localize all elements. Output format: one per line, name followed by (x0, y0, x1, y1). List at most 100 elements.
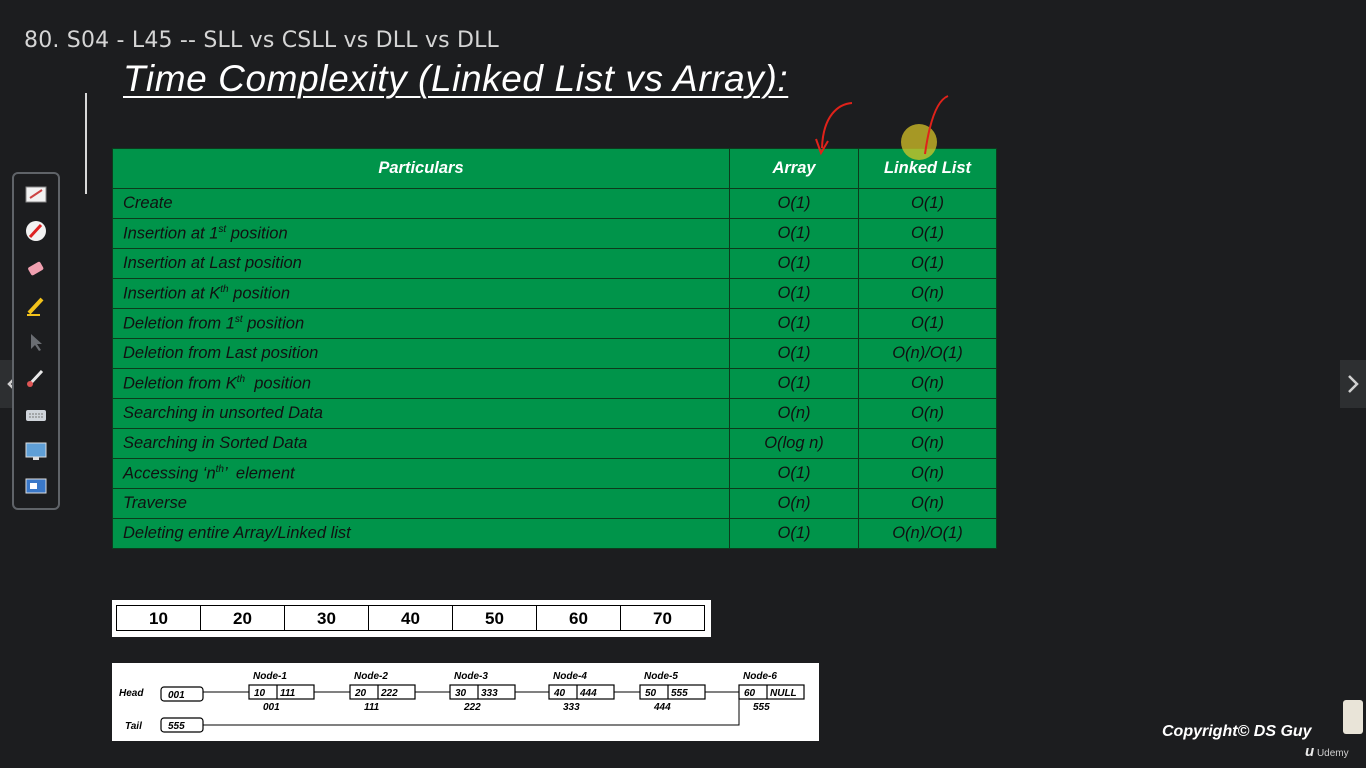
array-cell: 20 (201, 606, 285, 630)
table-row: Searching in unsorted Data O(n) O(n) (112, 398, 997, 429)
desktop-icon[interactable] (24, 476, 48, 498)
particular-text: Deleting entire Array/Linked list (123, 524, 351, 542)
highlighter-icon[interactable] (24, 295, 48, 317)
array-complexity: O(1) (729, 248, 859, 279)
array-cell: 70 (653, 609, 672, 628)
node-name: Node-2 (354, 671, 388, 682)
node-next: 111 (280, 688, 296, 699)
array-complexity: O(1) (729, 188, 859, 219)
particular-text: Deletion from K (123, 374, 237, 393)
array-complexity: O(1) (729, 278, 859, 309)
particular-suffix: position (226, 224, 288, 243)
node-address: 555 (753, 702, 770, 713)
array-complexity: O(log n) (729, 428, 859, 459)
array-complexity: O(1) (729, 338, 859, 369)
row-particular: Accessing ‘nth’ element (112, 458, 730, 489)
particular-text: Create (123, 194, 173, 212)
particular-text: Traverse (123, 494, 187, 512)
table-row: Deletion from Last position O(1) O(n)/O(1) (112, 338, 997, 369)
particular-superscript: st (218, 223, 227, 235)
tail-value: 555 (168, 721, 185, 732)
screen-icon[interactable] (24, 440, 48, 462)
linked-list-complexity: O(n) (858, 428, 997, 459)
node-next: 222 (380, 688, 398, 699)
table-row: Deletion from 1st position O(1) O(1) (112, 308, 997, 339)
table-row: Traverse O(n) O(n) (112, 488, 997, 519)
linked-list-complexity: O(n) (858, 368, 997, 399)
slide-title: Time Complexity (Linked List vs Array): (123, 58, 789, 99)
linked-list-complexity: O(1) (858, 188, 997, 219)
node-address: 333 (563, 702, 580, 713)
table-row: Insertion at 1st position O(1) O(1) (112, 218, 997, 249)
linked-list-complexity: O(n)/O(1) (858, 518, 997, 549)
particular-superscript: st (234, 313, 243, 325)
array-cell: 60 (537, 606, 621, 630)
particular-text: Deletion from 1 (123, 314, 235, 333)
array-complexity: O(1) (729, 368, 859, 399)
whiteboard-icon[interactable] (24, 184, 48, 206)
brush-icon[interactable] (24, 367, 48, 389)
row-particular: Insertion at 1st position (112, 218, 730, 249)
node-name: Node-1 (253, 671, 287, 682)
array-complexity: O(1) (729, 308, 859, 339)
table-row: Deletion from Kth position O(1) O(n) (112, 368, 997, 399)
eraser-icon[interactable] (24, 258, 48, 280)
slide-divider (85, 93, 87, 194)
header-particulars: Particulars (112, 148, 730, 189)
node-address: 111 (364, 702, 380, 713)
linked-list-complexity: O(n) (858, 488, 997, 519)
linked-list-complexity: O(1) (858, 308, 997, 339)
udemy-logo: u Udemy (1305, 743, 1349, 760)
complexity-table: Particulars Array Linked List Create O(1)… (112, 148, 997, 549)
table-row: Create O(1) O(1) (112, 188, 997, 219)
row-particular: Deletion from Kth position (112, 368, 730, 399)
particular-suffix: ’ element (223, 464, 295, 483)
row-particular: Deletion from 1st position (112, 308, 730, 339)
tail-link-line (203, 699, 740, 726)
node-next: 333 (481, 688, 498, 699)
pointer-icon[interactable] (24, 331, 48, 353)
particular-text: Accessing ‘n (123, 464, 216, 483)
array-cells: 10 20 30 40 50 60 70 (116, 605, 705, 631)
table-row: Insertion at Last position O(1) O(1) (112, 248, 997, 279)
linked-list-diagram: Head 001 Tail 555 Node-1 10 111 001 Node-2 20 222 1… (112, 663, 819, 741)
row-particular: Traverse (112, 488, 730, 519)
particular-superscript: th (220, 283, 229, 295)
array-complexity: O(1) (729, 218, 859, 249)
next-slide-button[interactable] (1340, 360, 1366, 408)
pen-icon[interactable] (24, 220, 48, 242)
array-cell: 50 (453, 606, 537, 630)
head-pointer-box (160, 686, 204, 702)
row-particular: Create (112, 188, 730, 219)
array-complexity: O(n) (729, 488, 859, 519)
keyboard-icon[interactable] (24, 404, 48, 426)
table-row: Searching in Sorted Data O(log n) O(n) (112, 428, 997, 459)
particular-superscript: th (215, 463, 224, 475)
row-particular: Insertion at Kth position (112, 278, 730, 309)
copyright-text: Copyright© DS Guy (1162, 723, 1312, 740)
side-panel-button[interactable] (1343, 700, 1363, 734)
node-data: 10 (254, 688, 266, 699)
particular-text: Searching in unsorted Data (123, 404, 323, 422)
array-cell: 10 (117, 606, 201, 630)
annotation-toolbar (12, 172, 60, 510)
node-box (738, 684, 805, 700)
linked-list-complexity: O(1) (858, 218, 997, 249)
row-particular: Searching in unsorted Data (112, 398, 730, 429)
node-next: 555 (671, 688, 688, 699)
tail-label: Tail (125, 721, 142, 732)
node-name: Node-4 (553, 671, 587, 682)
linked-list-complexity: O(n) (858, 278, 997, 309)
head-value: 001 (168, 690, 185, 701)
row-particular: Insertion at Last position (112, 248, 730, 279)
node-name: Node-6 (743, 671, 777, 682)
array-complexity: O(1) (729, 518, 859, 549)
node-data: 60 (744, 688, 756, 699)
array-complexity: O(1) (729, 458, 859, 489)
node-address: 222 (463, 702, 481, 713)
array-cell: 40 (369, 606, 453, 630)
row-particular: Deletion from Last position (112, 338, 730, 369)
node-address: 444 (653, 702, 671, 713)
header-array: Array (729, 148, 859, 189)
particular-suffix: position (242, 314, 305, 333)
